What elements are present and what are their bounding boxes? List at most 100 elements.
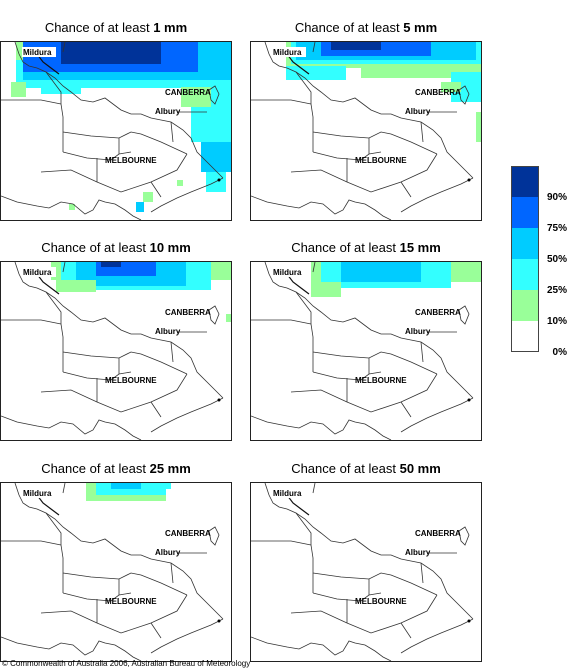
boundary-line <box>400 181 412 198</box>
boundary-line <box>420 341 424 363</box>
boundary-line <box>40 594 188 634</box>
boundary-line <box>62 131 188 155</box>
panel-title: Chance of at least 10 mm <box>41 240 191 255</box>
boundary-line <box>40 373 188 413</box>
probability-cell <box>311 282 341 297</box>
coastline <box>1 397 224 440</box>
probability-cell <box>206 172 226 192</box>
map-25mm: Mildura CANBERRA Albury MELBOURNE <box>0 482 232 662</box>
rainfall-shading <box>51 262 231 322</box>
boundary-line <box>312 592 382 602</box>
boundary-line <box>400 622 412 639</box>
boundary-line <box>264 262 474 399</box>
boundary-line <box>251 319 312 325</box>
rainfall-shading <box>311 262 481 297</box>
probability-cell <box>61 42 161 64</box>
coastline <box>251 397 474 440</box>
legend-label-25: 25% <box>546 285 567 296</box>
act-boundary <box>458 85 470 105</box>
city-melbourne: MELBOURNE <box>105 156 157 165</box>
probability-cell <box>111 483 141 489</box>
boundary-line <box>45 512 64 593</box>
act-boundary <box>458 526 470 546</box>
legend-swatch-75 <box>511 197 539 228</box>
city-albury: Albury <box>405 548 431 557</box>
probability-cell <box>286 66 346 80</box>
legend: 90% 75% 50% 25% 10% 0% <box>511 166 567 358</box>
boundary-line <box>62 151 132 161</box>
boundary-line <box>45 71 64 152</box>
copyright-footer: © Commonwealth of Australia 2006, Austra… <box>2 659 251 668</box>
city-melbourne: MELBOURNE <box>355 376 407 385</box>
city-mildura: Mildura <box>23 489 52 498</box>
panel-title: Chance of at least 1 mm <box>44 20 188 35</box>
boundary-line <box>150 401 162 418</box>
boundary-line <box>312 483 316 494</box>
city-label-bg <box>22 488 56 498</box>
boundary-line <box>295 71 314 152</box>
city-canberra: CANBERRA <box>165 529 211 538</box>
boundary-line <box>150 181 162 198</box>
map-1mm: Mildura CANBERRA Albury MELBOURNE <box>0 41 232 221</box>
probability-cell <box>476 112 481 142</box>
boundary-line <box>312 371 382 381</box>
city-albury: Albury <box>155 107 181 116</box>
boundary-line <box>170 341 174 363</box>
boundary-line <box>62 262 66 273</box>
boundary-line <box>420 121 424 143</box>
panel-title: Chance of at least 5 mm <box>294 20 438 35</box>
city-albury: Albury <box>155 548 181 557</box>
boundary-line <box>295 512 314 593</box>
city-mildura: Mildura <box>273 48 302 57</box>
city-mildura: Mildura <box>273 268 302 277</box>
legend-label-50: 50% <box>546 254 567 265</box>
point-marker <box>217 398 221 402</box>
legend-swatch-25 <box>511 259 539 290</box>
boundary-line <box>251 540 312 546</box>
city-melbourne: MELBOURNE <box>355 156 407 165</box>
boundary-line <box>170 562 174 584</box>
boundary-line <box>264 42 474 179</box>
point-marker <box>217 178 221 182</box>
probability-cell <box>177 180 183 186</box>
city-canberra: CANBERRA <box>165 308 211 317</box>
city-melbourne: MELBOURNE <box>105 376 157 385</box>
probability-cell <box>181 87 211 107</box>
legend-swatch-50 <box>511 228 539 259</box>
boundary-line <box>312 351 438 375</box>
boundary-line <box>150 622 162 639</box>
city-melbourne: MELBOURNE <box>355 597 407 606</box>
rainfall-shading <box>286 42 481 142</box>
probability-cell <box>101 262 121 267</box>
city-label-bg <box>272 488 306 498</box>
boundary-line <box>290 594 438 634</box>
act-boundary <box>208 85 220 105</box>
city-albury: Albury <box>155 327 181 336</box>
probability-cell <box>11 82 26 97</box>
probability-cell <box>226 314 231 322</box>
boundary-line <box>14 262 224 399</box>
boundary-line <box>62 572 188 596</box>
boundary-line <box>312 262 316 273</box>
boundary-line <box>14 42 224 179</box>
probability-cell <box>56 280 96 292</box>
map-50mm: Mildura CANBERRA Albury MELBOURNE <box>250 482 482 662</box>
legend-label-75: 75% <box>546 223 567 234</box>
boundary-line <box>45 291 64 372</box>
point-marker <box>467 178 471 182</box>
probability-cell <box>201 142 231 172</box>
boundary-line <box>1 540 62 546</box>
city-mildura: Mildura <box>23 268 52 277</box>
probability-cell <box>151 483 171 489</box>
panel-title: Chance of at least 15 mm <box>291 240 441 255</box>
city-albury: Albury <box>405 327 431 336</box>
boundary-line <box>14 483 224 620</box>
city-melbourne: MELBOURNE <box>105 597 157 606</box>
rainfall-shading <box>11 42 231 212</box>
rainfall-shading <box>86 483 171 501</box>
legend-swatch-0 <box>511 321 539 352</box>
boundary-line <box>264 483 474 620</box>
probability-cell <box>331 42 381 50</box>
act-boundary <box>208 305 220 325</box>
legend-label-0: 0% <box>552 347 567 358</box>
